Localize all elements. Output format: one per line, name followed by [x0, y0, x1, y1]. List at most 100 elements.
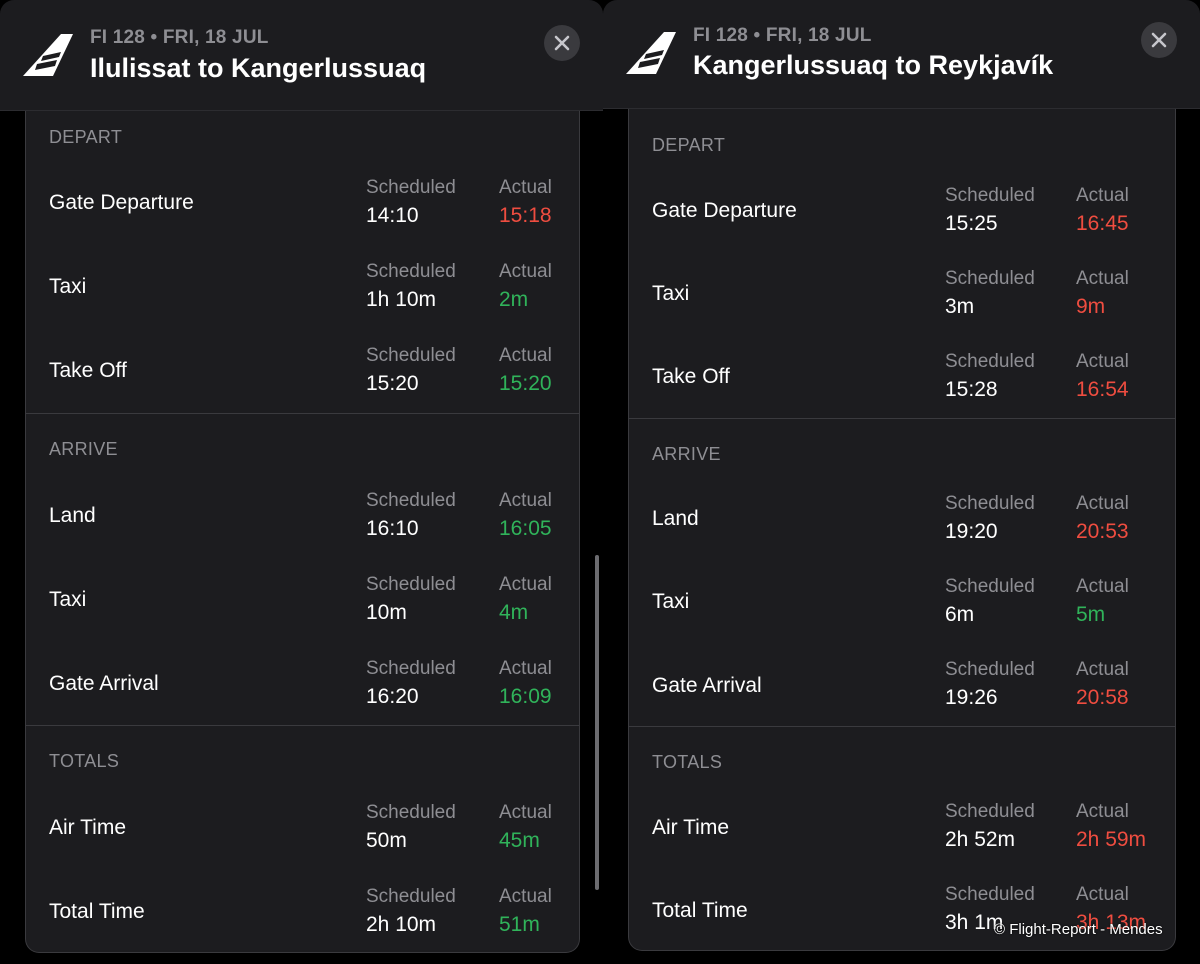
actual-value: 20:53 [1076, 520, 1129, 543]
actual-label: Actual [1076, 185, 1129, 206]
row-label: Total Time [49, 900, 145, 923]
actual-label: Actual [1076, 268, 1129, 289]
row-label: Land [652, 507, 699, 530]
scheduled-value: 14:10 [366, 204, 419, 227]
actual-value: 51m [499, 913, 540, 936]
actual-value: 20:58 [1076, 686, 1129, 709]
actual-label: Actual [1076, 576, 1129, 597]
right-flight-panel: FI 128 • FRI, 18 JUL Kangerlussuaq to Re… [603, 0, 1200, 964]
section-header-totals: TOTALS [49, 751, 120, 771]
close-button[interactable] [1141, 22, 1177, 58]
scheduled-value: 15:28 [945, 378, 998, 401]
section-divider [26, 413, 579, 414]
scheduled-label: Scheduled [945, 268, 1035, 289]
row-label: Taxi [652, 590, 690, 613]
flight-subtitle: FI 128 • FRI, 18 JUL [90, 27, 269, 48]
scheduled-value: 2h 52m [945, 828, 1016, 851]
actual-value: 9m [1076, 295, 1106, 318]
row-label: Air Time [652, 816, 730, 839]
actual-label: Actual [499, 658, 552, 679]
scheduled-label: Scheduled [366, 574, 456, 595]
actual-label: Actual [499, 574, 552, 595]
flight-times-card: DEPART Gate Departure Scheduled 15:25 Ac… [628, 109, 1176, 951]
actual-label: Actual [1076, 493, 1129, 514]
scheduled-label: Scheduled [366, 658, 456, 679]
row-label: Gate Arrival [49, 672, 159, 695]
scheduled-value: 19:26 [945, 686, 998, 709]
scheduled-value: 10m [366, 601, 407, 624]
section-divider [26, 725, 579, 726]
left-flight-panel: FI 128 • FRI, 18 JUL Ilulissat to Kanger… [0, 0, 603, 964]
scheduled-value: 2h 10m [366, 913, 437, 936]
scroll-indicator[interactable] [595, 555, 599, 890]
scheduled-value: 3h 1m [945, 911, 1004, 934]
route-title: Kangerlussuaq to Reykjavík [693, 50, 1054, 80]
scheduled-label: Scheduled [366, 886, 456, 907]
section-header-totals: TOTALS [652, 752, 723, 772]
row-label: Take Off [652, 365, 730, 388]
flight-times-card: DEPART Gate Departure Scheduled 14:10 Ac… [25, 111, 580, 953]
actual-value: 45m [499, 829, 540, 852]
actual-value: 2m [499, 288, 529, 311]
row-label: Total Time [652, 899, 748, 922]
close-button[interactable] [544, 25, 580, 61]
section-divider [629, 726, 1175, 727]
scheduled-value: 16:10 [366, 517, 419, 540]
row-label: Land [49, 504, 96, 527]
scheduled-value: 19:20 [945, 520, 998, 543]
scheduled-label: Scheduled [945, 493, 1035, 514]
actual-label: Actual [499, 886, 552, 907]
scheduled-value: 15:25 [945, 212, 998, 235]
actual-value: 15:18 [499, 204, 552, 227]
actual-value: 5m [1076, 603, 1106, 626]
row-label: Air Time [49, 816, 127, 839]
scheduled-label: Scheduled [945, 801, 1035, 822]
row-label: Take Off [49, 359, 127, 382]
scheduled-value: 15:20 [366, 372, 419, 395]
actual-value: 16:05 [499, 517, 552, 540]
section-header-arrive: ARRIVE [49, 439, 118, 459]
scheduled-value: 50m [366, 829, 407, 852]
actual-label: Actual [499, 345, 552, 366]
scheduled-label: Scheduled [366, 802, 456, 823]
scheduled-label: Scheduled [945, 659, 1035, 680]
scheduled-value: 3m [945, 295, 975, 318]
scheduled-label: Scheduled [945, 576, 1035, 597]
actual-value: 4m [499, 601, 529, 624]
actual-label: Actual [499, 261, 552, 282]
row-label: Taxi [652, 282, 690, 305]
actual-label: Actual [499, 177, 552, 198]
actual-label: Actual [1076, 659, 1129, 680]
actual-value: 15:20 [499, 372, 552, 395]
airline-logo-icon [23, 34, 73, 76]
scheduled-label: Scheduled [366, 345, 456, 366]
actual-value: 16:54 [1076, 378, 1129, 401]
right-header: FI 128 • FRI, 18 JUL Kangerlussuaq to Re… [603, 0, 1200, 109]
scheduled-label: Scheduled [945, 884, 1035, 905]
actual-value: 16:45 [1076, 212, 1129, 235]
section-header-depart: DEPART [652, 135, 726, 155]
row-label: Taxi [49, 275, 87, 298]
photo-watermark: © Flight-Report - Mendes [994, 921, 1163, 938]
row-label: Gate Departure [49, 191, 194, 214]
left-header: FI 128 • FRI, 18 JUL Ilulissat to Kanger… [0, 0, 603, 111]
section-header-depart: DEPART [49, 127, 123, 147]
actual-value: 2h 59m [1076, 828, 1147, 851]
scheduled-label: Scheduled [945, 351, 1035, 372]
scheduled-value: 1h 10m [366, 288, 437, 311]
actual-label: Actual [499, 490, 552, 511]
flight-subtitle: FI 128 • FRI, 18 JUL [693, 25, 872, 46]
row-label: Gate Arrival [652, 674, 762, 697]
actual-label: Actual [1076, 884, 1129, 905]
route-title: Ilulissat to Kangerlussuaq [90, 53, 427, 83]
scheduled-value: 16:20 [366, 685, 419, 708]
actual-label: Actual [1076, 351, 1129, 372]
close-icon [554, 35, 570, 51]
row-label: Gate Departure [652, 199, 797, 222]
actual-value: 16:09 [499, 685, 552, 708]
scheduled-label: Scheduled [366, 490, 456, 511]
row-label: Taxi [49, 588, 87, 611]
scheduled-label: Scheduled [945, 185, 1035, 206]
section-header-arrive: ARRIVE [652, 444, 721, 464]
scheduled-value: 6m [945, 603, 975, 626]
